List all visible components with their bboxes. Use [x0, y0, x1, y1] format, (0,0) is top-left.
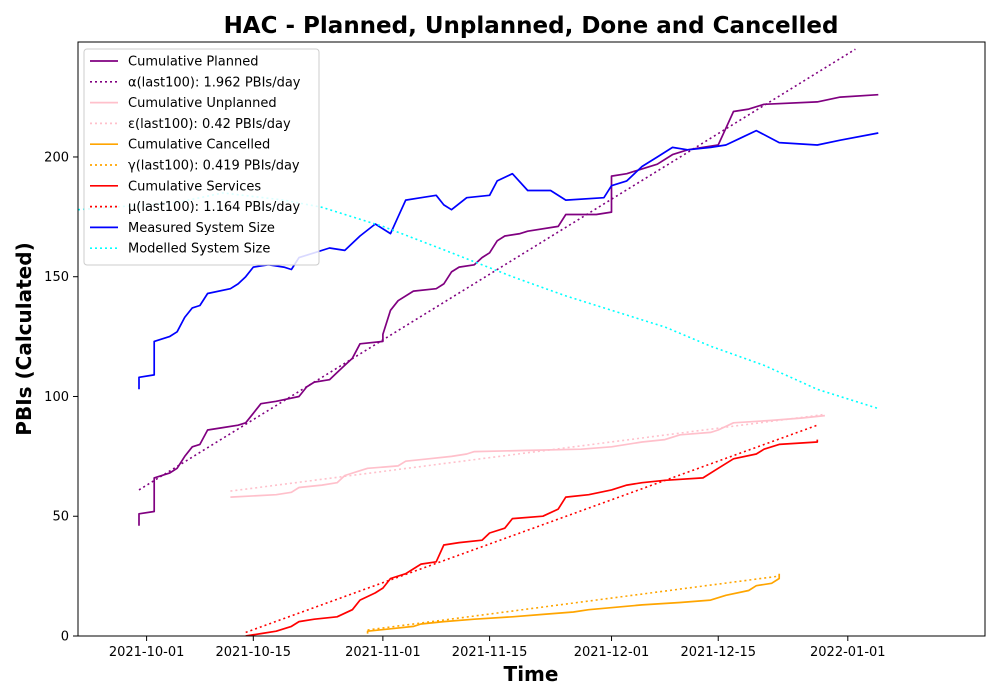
legend-label-9: Measured System Size: [128, 221, 275, 236]
x-tick-label: 2021-10-15: [216, 645, 292, 660]
x-tick-label: 2021-12-01: [574, 645, 650, 660]
legend-label-6: γ(last100): 0.419 PBIs/day: [128, 159, 300, 174]
series-line-9: [138, 129, 879, 390]
series-line-6: [367, 575, 780, 631]
legend-box: [83, 48, 320, 266]
series-line-5: [366, 573, 781, 634]
y-tick-label: 100: [44, 390, 69, 405]
x-tick-label: 2022-01-01: [810, 645, 886, 660]
y-tick-label: 50: [52, 510, 69, 525]
x-tick-label: 2021-11-01: [345, 645, 421, 660]
legend-label-1: Cumulative Planned: [128, 55, 258, 70]
series-line-3: [230, 414, 825, 498]
chart-title: HAC - Planned, Unplanned, Done and Cance…: [224, 13, 839, 39]
legend-label-5: Cumulative Cancelled: [128, 138, 270, 153]
series-line-4: [230, 413, 826, 492]
y-tick-label: 150: [44, 270, 69, 285]
legend: Cumulative Planned α(last100): 1.962 PBIs…: [83, 48, 320, 266]
series-line-2: [138, 48, 856, 491]
legend-label-2: α(last100): 1.962 PBIs/day: [128, 75, 301, 90]
y-axis-label: PBIs (Calculated): [12, 242, 36, 435]
series-line-1: [138, 93, 879, 526]
legend-label-10: Modelled System Size: [128, 242, 270, 257]
x-tick-label: 2021-11-15: [452, 645, 528, 660]
y-tick-label: 0: [61, 630, 69, 645]
x-tick-label: 2021-12-15: [680, 645, 756, 660]
axes: 2021-10-01 2021-10-15 2021-11-01 2021-11-15…: [44, 150, 885, 660]
legend-label-3: Cumulative Unplanned: [128, 96, 277, 111]
plot-frame: [77, 41, 986, 637]
series-line-7: [245, 439, 819, 636]
x-tick-label: 2021-10-01: [109, 645, 185, 660]
legend-label-4: ε(last100): 0.42 PBIs/day: [128, 117, 291, 132]
y-tick-label: 200: [44, 150, 69, 165]
series-line-8: [245, 424, 818, 634]
legend-label-7: Cumulative Services: [128, 179, 261, 194]
plot-area: [78, 48, 879, 636]
x-axis-label: Time: [504, 662, 559, 686]
legend-label-8: μ(last100): 1.164 PBIs/day: [128, 200, 300, 215]
